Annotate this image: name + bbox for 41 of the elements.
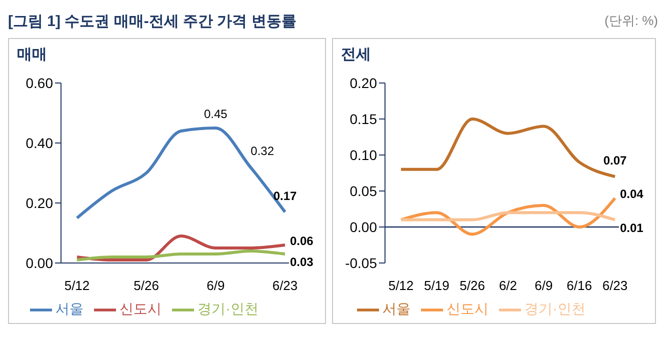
line-series bbox=[76, 234, 286, 262]
legend-label: 신도시 bbox=[120, 300, 162, 317]
x-tick-label: 5/12 bbox=[388, 278, 414, 294]
y-tick-label: 0.00 bbox=[26, 254, 54, 271]
data-label: 0.04 bbox=[620, 187, 644, 202]
y-tick-label: 0.40 bbox=[26, 134, 54, 151]
x-tick-label: 5/26 bbox=[134, 278, 159, 294]
y-tick-label: -0.05 bbox=[345, 254, 378, 271]
x-tick-label: 6/9 bbox=[534, 278, 553, 294]
legend-label: 경기·인천 bbox=[524, 300, 586, 317]
y-tick-label: 0.60 bbox=[26, 74, 54, 91]
legend-label: 서울 bbox=[382, 300, 411, 317]
data-label: 0.17 bbox=[273, 189, 297, 203]
x-tick-label: 6/23 bbox=[602, 278, 628, 294]
y-tick-label: 0.15 bbox=[350, 110, 378, 127]
x-tick-label: 6/16 bbox=[566, 278, 592, 294]
x-tick-label: 6/2 bbox=[498, 278, 518, 294]
x-tick-label: 6/23 bbox=[272, 278, 298, 294]
y-tick-label: 0.00 bbox=[350, 218, 378, 235]
x-tick-label: 5/19 bbox=[424, 278, 450, 294]
chart-subtitle: 매매 bbox=[17, 45, 47, 64]
y-tick-label: 0.20 bbox=[350, 74, 378, 91]
line-series bbox=[76, 250, 286, 262]
chart-subtitle: 전세 bbox=[341, 45, 371, 64]
x-tick-label: 5/26 bbox=[460, 278, 485, 294]
legend-label: 신도시 bbox=[446, 300, 489, 317]
legend-label: 서울 bbox=[56, 300, 84, 317]
text: (단위: %) bbox=[604, 12, 658, 30]
x-tick-label: 5/12 bbox=[64, 278, 90, 294]
legend-label: 경기·인천 bbox=[198, 300, 258, 317]
data-label: 0.32 bbox=[250, 144, 274, 158]
x-tick-label: 6/9 bbox=[206, 278, 225, 294]
data-label: 0.01 bbox=[620, 220, 644, 235]
y-tick-label: 0.20 bbox=[26, 194, 54, 211]
chart-title: [그림 1] 수도권 매매-전세 주간 가격 변동률 bbox=[8, 12, 296, 30]
data-label: 0.06 bbox=[290, 234, 314, 248]
y-tick-label: 0.10 bbox=[350, 146, 378, 163]
y-tick-label: 0.05 bbox=[350, 182, 378, 199]
data-label: 0.45 bbox=[204, 107, 228, 121]
data-label: 0.03 bbox=[290, 255, 314, 269]
data-label: 0.07 bbox=[603, 154, 627, 168]
